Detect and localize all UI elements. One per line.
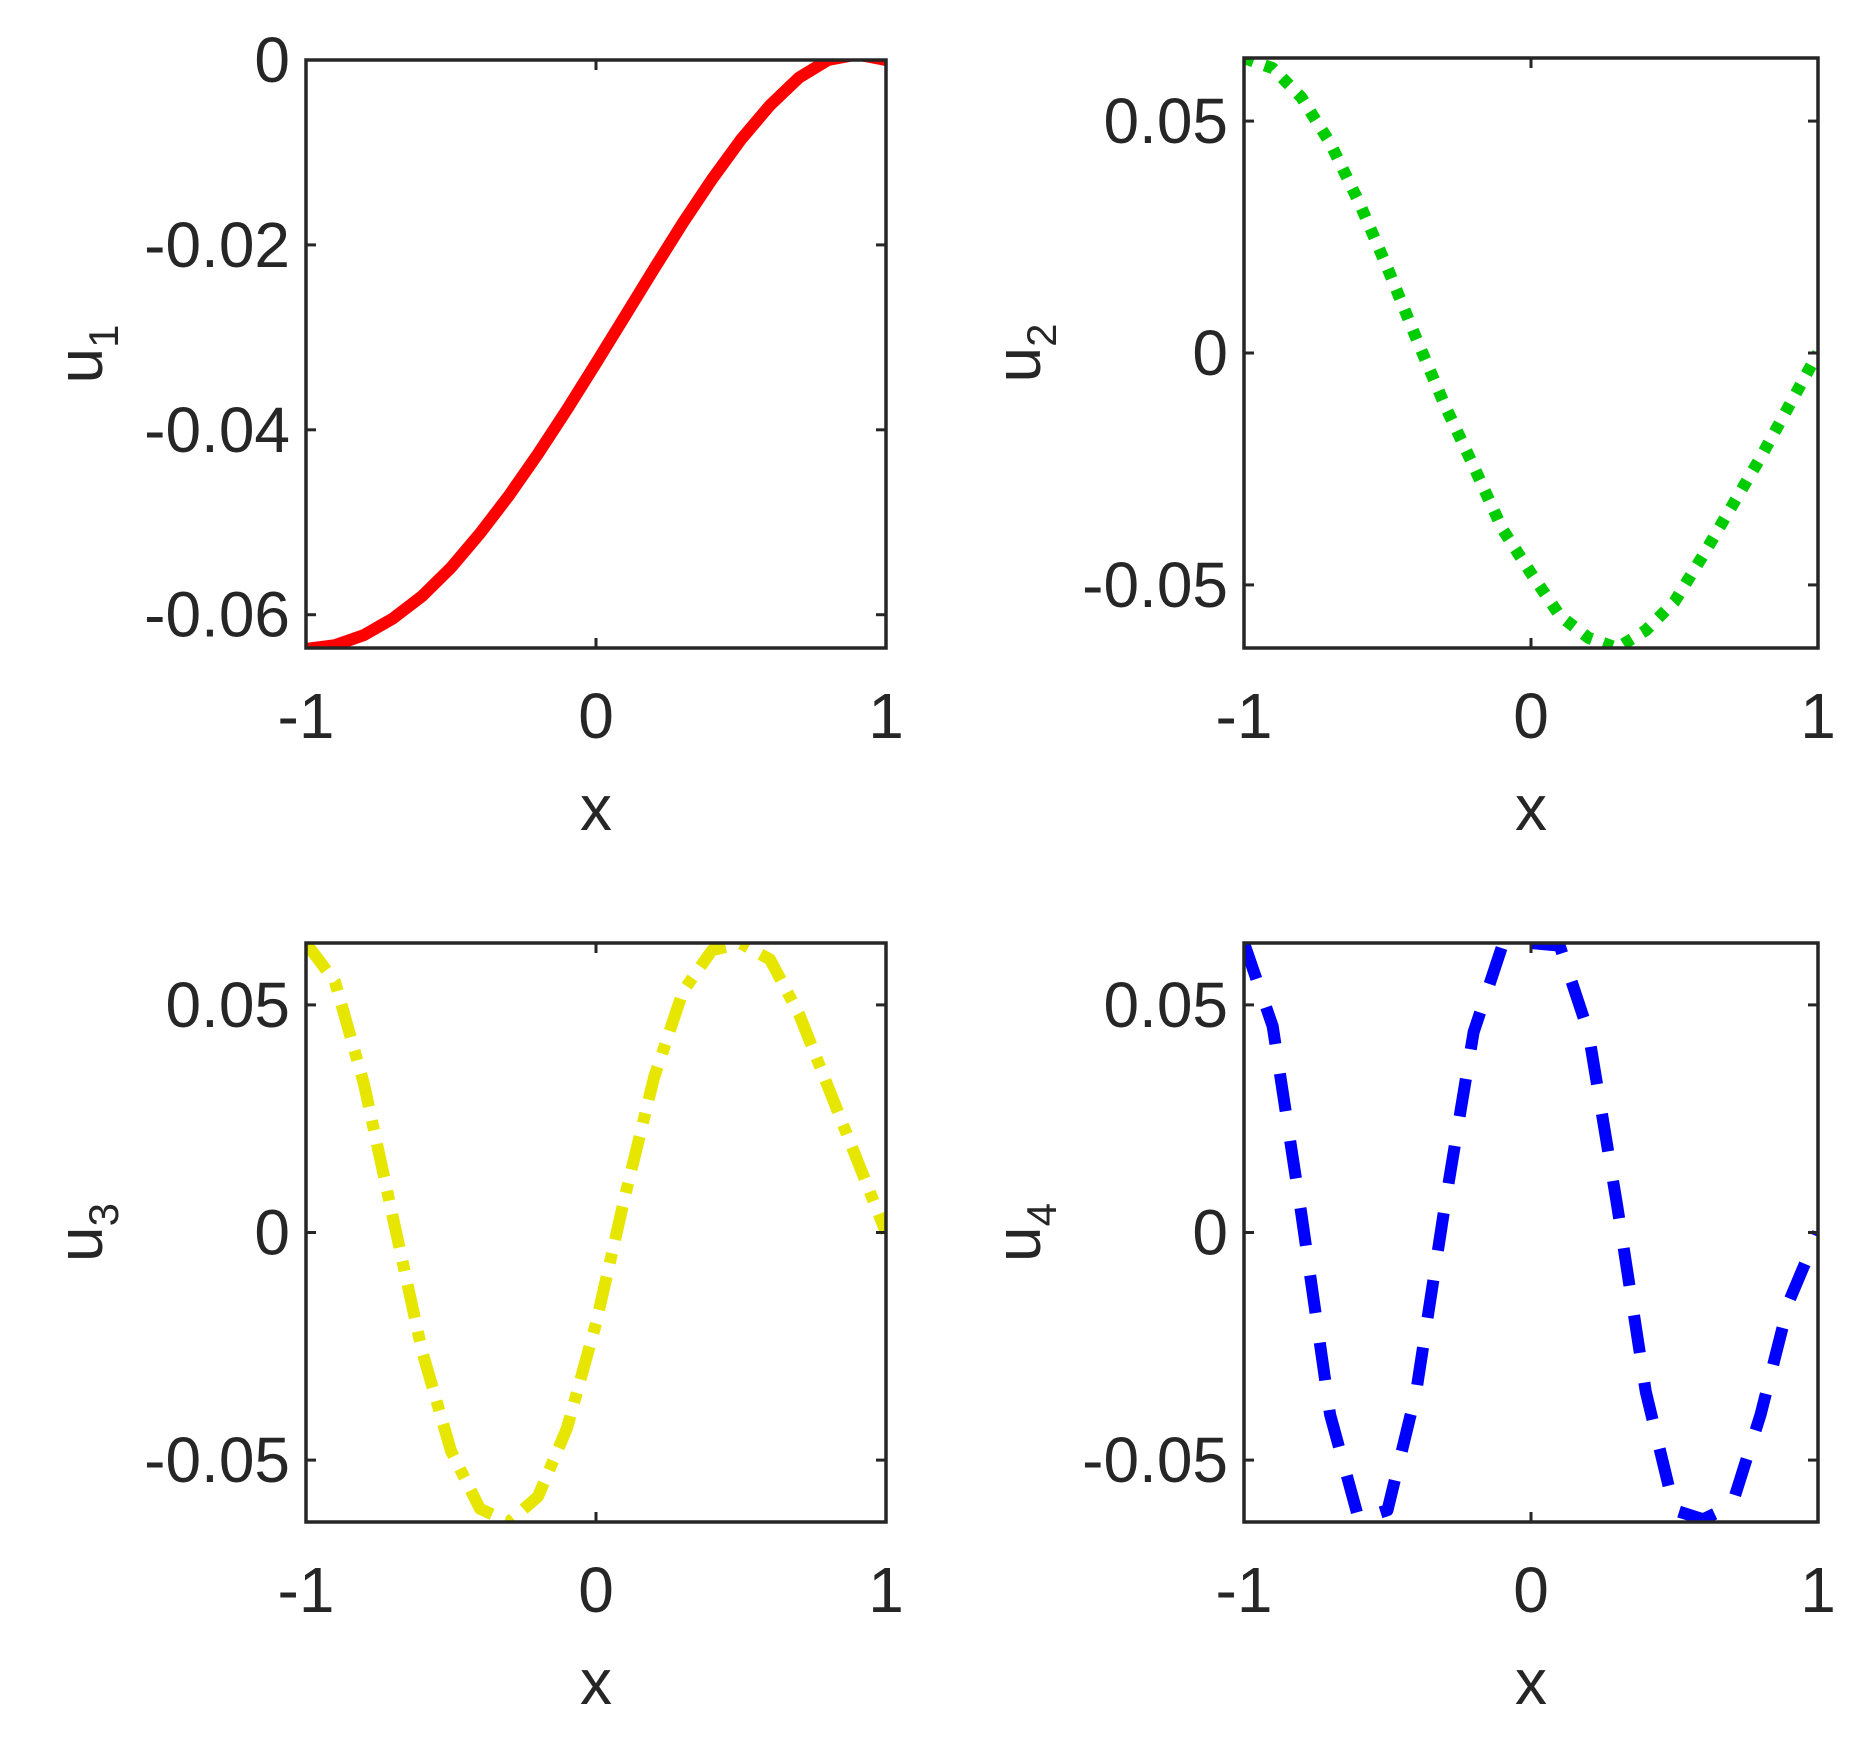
y-tick-label: -0.05	[1082, 1424, 1228, 1496]
subplot-1: -1 0 1 -0.06 -0.04 -0.02 0 x u1	[44, 24, 904, 844]
x-axis-label: x	[1515, 1646, 1547, 1718]
subplot-3: -1 0 1 -0.05 0 0.05 x u3	[44, 941, 904, 1718]
x-tick-label: 1	[1800, 680, 1836, 752]
series-line-u1	[306, 60, 886, 648]
y-tick-label: 0	[254, 1197, 290, 1269]
x-tick-label: 1	[868, 1554, 904, 1626]
y-axis-label: u1	[44, 325, 127, 384]
subplot-4: -1 0 1 -0.05 0 0.05 x u4	[982, 941, 1836, 1718]
series-line-u3	[306, 943, 886, 1522]
y-tick-label: -0.06	[144, 579, 290, 651]
x-tick-label: -1	[1216, 1554, 1273, 1626]
x-tick-label: 1	[868, 680, 904, 752]
subplot-2: -1 0 1 -0.05 0 0.05 x u2	[982, 56, 1836, 844]
x-tick-label: 1	[1800, 1554, 1836, 1626]
y-tick-label: 0.05	[1103, 85, 1228, 157]
x-tick-label: 0	[1513, 1554, 1549, 1626]
y-axis-label: u2	[982, 324, 1065, 383]
series-line-u2	[1244, 58, 1818, 648]
x-axis-label: x	[580, 1646, 612, 1718]
y-tick-label: -0.02	[144, 209, 290, 281]
y-tick-label: 0.05	[165, 969, 290, 1041]
x-tick-label: 0	[1513, 680, 1549, 752]
y-tick-label: 0	[1192, 1197, 1228, 1269]
y-tick-label: 0	[254, 24, 290, 96]
axes-frame	[1242, 56, 1820, 650]
x-axis-label: x	[1515, 772, 1547, 844]
y-tick-label: 0	[1192, 317, 1228, 389]
y-axis-label: u3	[44, 1203, 127, 1262]
x-tick-label: -1	[278, 680, 335, 752]
y-axis-label: u4	[982, 1203, 1065, 1262]
series-line-u4	[1244, 943, 1818, 1522]
x-axis-label: x	[580, 772, 612, 844]
x-tick-label: -1	[1216, 680, 1273, 752]
y-tick-label: 0.05	[1103, 969, 1228, 1041]
x-tick-label: 0	[578, 680, 614, 752]
x-tick-label: 0	[578, 1554, 614, 1626]
y-tick-label: -0.05	[1082, 549, 1228, 621]
y-tick-label: -0.05	[144, 1424, 290, 1496]
y-tick-label: -0.04	[144, 394, 290, 466]
x-tick-label: -1	[278, 1554, 335, 1626]
